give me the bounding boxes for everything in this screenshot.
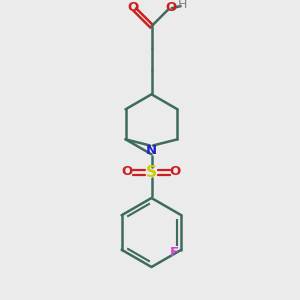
Text: O: O <box>128 2 139 14</box>
Text: O: O <box>165 2 176 14</box>
Text: N: N <box>146 144 157 158</box>
Text: S: S <box>146 165 157 180</box>
Text: F: F <box>170 246 179 259</box>
Text: O: O <box>170 165 181 178</box>
Text: H: H <box>178 0 188 11</box>
Text: O: O <box>122 165 133 178</box>
